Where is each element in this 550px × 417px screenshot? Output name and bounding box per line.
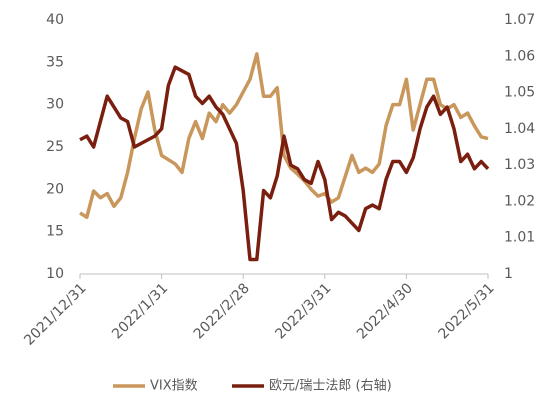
x-tick-label: 2022/4/30	[354, 280, 416, 342]
legend-label: VIX指数	[150, 379, 198, 394]
x-tick-label: 2022/5/31	[436, 280, 498, 342]
y2-tick-label: 1.02	[504, 193, 535, 209]
y2-tick-label: 1.05	[504, 85, 535, 101]
y-tick-label: 10	[46, 266, 64, 282]
x-tick-label: 2021/12/31	[21, 280, 89, 348]
y-tick-label: 35	[46, 54, 64, 70]
series-line	[79, 65, 490, 262]
x-tick-label: 2022/1/31	[109, 280, 171, 342]
y-tick-label: 20	[46, 181, 64, 197]
x-tick-label: 2022/3/31	[272, 280, 334, 342]
legend-label: 欧元/瑞士法郎 (右轴)	[269, 379, 392, 394]
x-tick-label: 2022/2/28	[191, 280, 253, 342]
y2-tick-label: 1.07	[504, 12, 535, 28]
y-tick-label: 40	[46, 12, 64, 28]
series-line	[79, 52, 489, 220]
y2-tick-label: 1.06	[504, 48, 535, 64]
y-tick-label: 25	[46, 139, 64, 155]
y2-tick-label: 1.03	[504, 157, 535, 173]
y-tick-label: 15	[46, 224, 64, 240]
y-tick-label: 30	[46, 97, 64, 113]
y2-tick-label: 1.04	[504, 121, 535, 137]
y2-tick-label: 1.01	[504, 230, 535, 246]
y2-tick-label: 1	[504, 266, 513, 282]
